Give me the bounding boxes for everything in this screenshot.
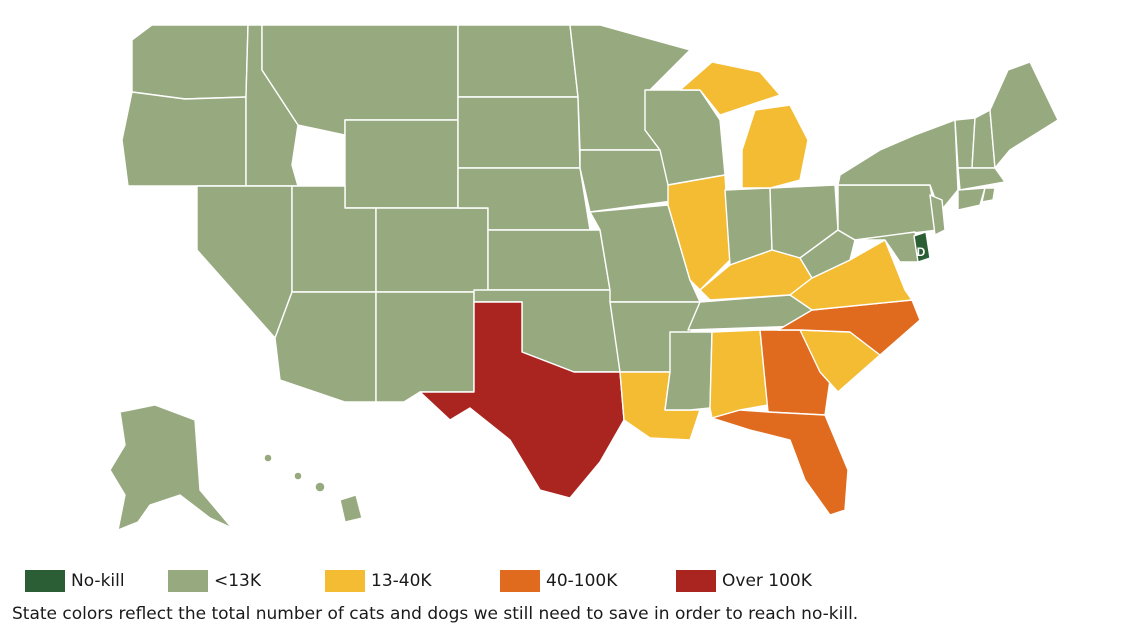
state-az bbox=[274, 291, 377, 403]
legend-swatch-mid bbox=[325, 570, 365, 592]
state-label-de: D bbox=[917, 245, 926, 259]
state-ms bbox=[664, 331, 713, 411]
state-de bbox=[913, 231, 931, 263]
legend-label-mid: 13-40K bbox=[371, 571, 432, 591]
state-ri bbox=[981, 187, 996, 203]
state-me bbox=[989, 61, 1059, 169]
legend-item-high: 40-100K bbox=[500, 569, 617, 593]
state-pa bbox=[837, 184, 939, 241]
legend-swatch-nokill bbox=[25, 570, 65, 592]
legend-label-high: 40-100K bbox=[546, 571, 618, 591]
state-md bbox=[854, 231, 921, 263]
us-map: D bbox=[109, 24, 1059, 531]
legend-swatch-top bbox=[676, 570, 716, 592]
state-nj bbox=[929, 194, 946, 236]
state-wa bbox=[131, 24, 249, 100]
state-mi-lower bbox=[741, 104, 809, 189]
state-hi bbox=[339, 494, 363, 523]
state-fl bbox=[711, 409, 849, 516]
state-mi-upper bbox=[679, 61, 781, 116]
legend-item-nokill: No-kill bbox=[25, 569, 125, 593]
state-wv bbox=[799, 229, 856, 279]
state-hi-island-1 bbox=[263, 453, 273, 463]
state-nd bbox=[457, 24, 579, 98]
legend-item-mid: 13-40K bbox=[325, 569, 432, 593]
state-tx bbox=[419, 301, 625, 499]
state-al bbox=[709, 329, 769, 419]
state-ks bbox=[487, 229, 611, 291]
state-nm bbox=[375, 291, 475, 403]
state-ma bbox=[957, 167, 1006, 191]
footnote: State colors reflect the total number of… bbox=[12, 604, 859, 624]
state-nv bbox=[196, 185, 293, 339]
legend-item-low: <13K bbox=[168, 569, 261, 593]
legend-label-top: Over 100K bbox=[722, 571, 812, 591]
state-ct bbox=[957, 187, 986, 211]
state-co bbox=[375, 207, 489, 293]
state-wy bbox=[344, 119, 459, 209]
legend-swatch-low bbox=[168, 570, 208, 592]
state-or bbox=[121, 91, 247, 187]
state-hi-island-2 bbox=[293, 471, 303, 481]
state-sd bbox=[457, 96, 581, 169]
state-ia bbox=[579, 149, 681, 213]
state-ak bbox=[109, 404, 233, 531]
state-va bbox=[789, 239, 913, 311]
legend-swatch-high bbox=[500, 570, 540, 592]
legend-label-nokill: No-kill bbox=[71, 571, 125, 591]
legend-label-low: <13K bbox=[214, 571, 262, 591]
legend-item-top: Over 100K bbox=[676, 569, 812, 593]
state-hi-island-3 bbox=[314, 481, 326, 493]
